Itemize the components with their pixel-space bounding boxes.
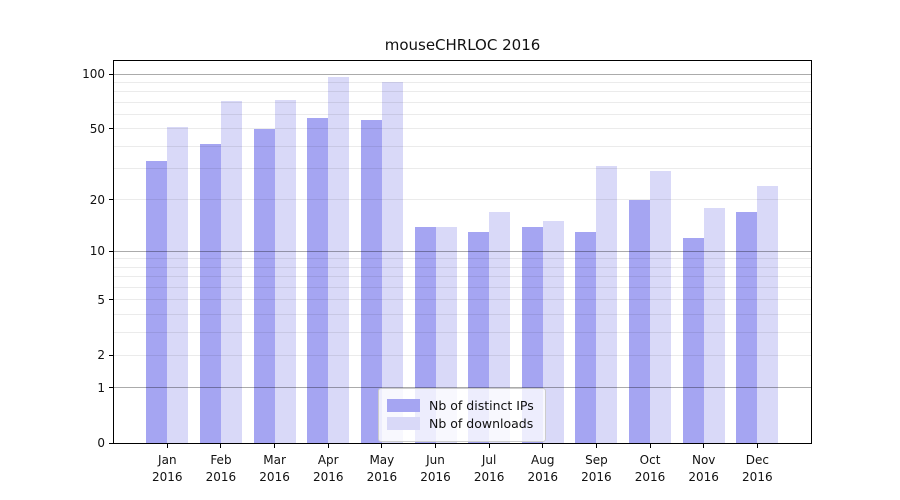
bar-downloads-nov	[703, 207, 725, 443]
y-axis-tick	[109, 299, 113, 301]
y-axis-tick	[109, 73, 113, 75]
bars-layer	[114, 61, 811, 443]
y-axis-tick	[109, 250, 113, 252]
bar-distinct-ips-nov	[682, 237, 704, 443]
y-axis-tick	[109, 442, 113, 444]
x-axis-tick-label: Jun 2016	[420, 453, 451, 484]
x-axis-tick	[703, 444, 705, 448]
chart-title: mouseCHRLOC 2016	[384, 36, 541, 54]
bar-distinct-ips-sep	[575, 232, 597, 443]
y-axis-tick	[109, 387, 113, 389]
x-axis-tick	[542, 444, 544, 448]
x-axis-tick-label: Mar 2016	[259, 453, 290, 484]
bar-distinct-ips-oct	[629, 199, 651, 443]
legend-label-distinct-ips: Nb of distinct IPs	[429, 398, 534, 413]
bar-distinct-ips-dec	[736, 211, 758, 443]
y-axis-tick-label: 1	[97, 380, 105, 395]
x-axis-tick	[327, 444, 329, 448]
y-axis-tick-label: 2	[97, 348, 105, 363]
x-axis-tick	[756, 444, 758, 448]
x-axis-tick-label: Nov 2016	[688, 453, 719, 484]
x-axis-tick	[488, 444, 490, 448]
bar-downloads-oct	[650, 171, 672, 443]
y-axis-tick-label: 50	[89, 121, 105, 136]
x-axis-tick-label: Oct 2016	[634, 453, 666, 484]
x-axis-tick-label: May 2016	[366, 453, 398, 484]
x-axis-tick	[649, 444, 651, 448]
x-axis-tick-label: Feb 2016	[205, 453, 237, 484]
x-axis-tick	[274, 444, 276, 448]
legend-entry-distinct-ips: Nb of distinct IPs	[387, 398, 534, 413]
bar-downloads-mar	[274, 100, 296, 443]
legend-label-downloads: Nb of downloads	[429, 416, 534, 431]
x-axis-tick-label: Sep 2016	[581, 453, 612, 484]
x-axis-tick-label: Dec 2016	[742, 453, 773, 484]
y-axis-tick	[109, 128, 113, 130]
bar-downloads-apr	[328, 77, 350, 443]
bar-distinct-ips-may	[360, 119, 382, 443]
bar-distinct-ips-mar	[253, 128, 275, 443]
x-axis-tick	[595, 444, 597, 448]
bar-downloads-feb	[220, 101, 242, 443]
bar-downloads-jan	[167, 127, 189, 443]
legend-swatch-distinct-ips	[387, 399, 420, 412]
x-axis-tick	[220, 444, 222, 448]
x-axis-tick	[435, 444, 436, 448]
x-axis-tick	[381, 444, 383, 448]
bar-downloads-sep	[596, 165, 618, 443]
x-axis-tick-label: Aug 2016	[527, 453, 559, 484]
bar-distinct-ips-jan	[146, 161, 168, 443]
y-axis-tick-label: 0	[97, 436, 105, 450]
y-axis-tick-label: 10	[89, 244, 105, 259]
y-axis-tick-label: 100	[82, 67, 105, 82]
bar-downloads-aug	[542, 221, 564, 443]
y-axis-tick	[109, 354, 113, 356]
x-axis-tick	[166, 444, 168, 448]
y-axis-tick-label: 5	[97, 292, 105, 307]
bar-downloads-dec	[757, 185, 779, 443]
bar-downloads-may	[381, 82, 403, 443]
legend-entry-downloads: Nb of downloads	[387, 416, 534, 431]
bar-distinct-ips-apr	[307, 118, 329, 443]
x-axis-tick-label: Jan 2016	[152, 453, 183, 484]
legend-swatch-downloads	[387, 417, 420, 430]
bar-downloads-jul	[489, 211, 511, 443]
plot-area	[113, 60, 812, 444]
y-axis-tick	[109, 199, 113, 201]
bar-distinct-ips-feb	[199, 144, 221, 443]
legend: Nb of distinct IPs Nb of downloads	[378, 388, 546, 442]
x-axis-tick-label: Apr 2016	[312, 453, 344, 484]
y-axis-tick-label: 20	[89, 192, 105, 207]
x-axis-tick-label: Jul 2016	[473, 453, 505, 484]
